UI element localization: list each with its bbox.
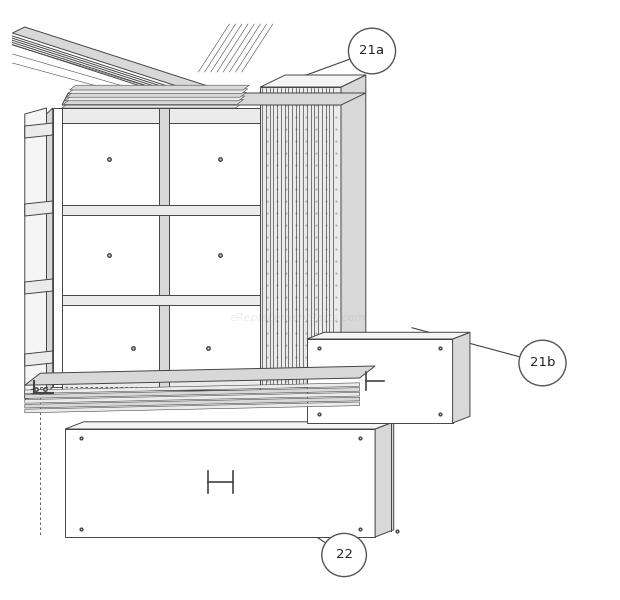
Polygon shape — [307, 332, 470, 339]
Polygon shape — [62, 93, 366, 105]
Circle shape — [348, 28, 396, 74]
Text: 22: 22 — [335, 548, 353, 562]
Polygon shape — [159, 108, 169, 390]
Polygon shape — [25, 366, 375, 385]
Circle shape — [322, 533, 366, 577]
Polygon shape — [65, 429, 375, 537]
Polygon shape — [62, 375, 260, 390]
Text: eReplacementParts.com: eReplacementParts.com — [229, 313, 366, 323]
Polygon shape — [260, 102, 341, 117]
Polygon shape — [62, 108, 260, 390]
Polygon shape — [341, 75, 366, 387]
Text: 21a: 21a — [360, 44, 384, 58]
Polygon shape — [25, 383, 360, 394]
Polygon shape — [12, 27, 248, 105]
Polygon shape — [260, 87, 341, 387]
Polygon shape — [65, 422, 394, 429]
Polygon shape — [25, 351, 53, 366]
Polygon shape — [62, 108, 260, 123]
Polygon shape — [65, 96, 245, 101]
Polygon shape — [25, 392, 360, 403]
Polygon shape — [63, 100, 243, 104]
Polygon shape — [307, 339, 453, 423]
Polygon shape — [453, 332, 470, 423]
Polygon shape — [260, 75, 366, 87]
Circle shape — [519, 340, 566, 386]
Polygon shape — [25, 388, 360, 398]
Polygon shape — [375, 422, 394, 537]
Polygon shape — [25, 201, 53, 216]
Polygon shape — [68, 89, 248, 94]
Polygon shape — [62, 205, 260, 215]
Polygon shape — [25, 402, 360, 413]
Polygon shape — [53, 108, 62, 387]
Polygon shape — [62, 295, 260, 305]
Polygon shape — [62, 103, 242, 108]
Polygon shape — [69, 85, 249, 90]
Polygon shape — [25, 397, 360, 408]
Polygon shape — [46, 108, 53, 393]
Polygon shape — [25, 108, 46, 399]
Text: 21b: 21b — [529, 356, 556, 370]
Polygon shape — [25, 123, 53, 138]
Polygon shape — [25, 279, 53, 294]
Polygon shape — [66, 92, 246, 97]
